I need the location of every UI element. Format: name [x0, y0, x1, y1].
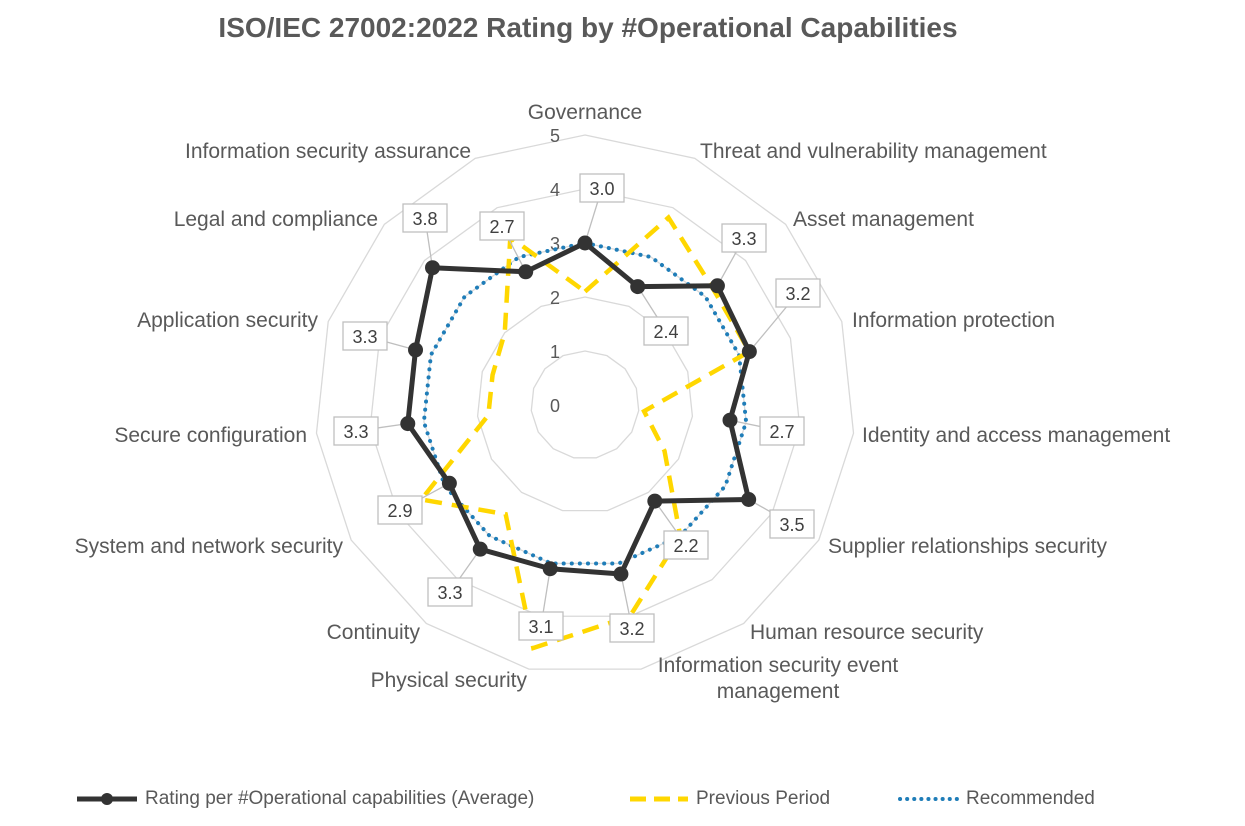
- legend-swatch-dotted-icon: [898, 797, 960, 801]
- data-point-marker: [472, 541, 488, 557]
- data-point-marker: [741, 492, 757, 507]
- series-previous-line: [417, 214, 753, 651]
- grid-ring: [476, 296, 694, 512]
- data-label-box: [663, 530, 709, 560]
- radial-tick-label: 0: [550, 396, 560, 416]
- data-point-marker: [613, 566, 629, 582]
- data-label-box: [479, 211, 525, 241]
- data-label: 3.3: [352, 327, 377, 347]
- category-label: Human resource security: [750, 621, 984, 644]
- data-point-marker: [741, 344, 757, 360]
- legend-label: Rating per #Operational capabilities (Av…: [145, 788, 535, 809]
- data-label: 2.4: [653, 322, 678, 342]
- data-label-box: [333, 416, 379, 446]
- data-point-marker: [709, 278, 725, 294]
- grid-ring: [315, 134, 855, 670]
- chart-title: ISO/IEC 27002:2022 Rating by #Operationa…: [218, 12, 958, 43]
- data-point-marker: [542, 561, 558, 577]
- data-label-box: [342, 321, 388, 351]
- data-point-marker: [577, 235, 593, 251]
- category-label: Threat and vulnerability management: [700, 140, 1047, 163]
- series-recommended-line: [421, 240, 749, 566]
- category-label: Information security event management: [658, 654, 899, 703]
- data-label: 3.0: [589, 179, 614, 199]
- legend-item-previous: Previous Period: [628, 788, 830, 810]
- category-label: Application security: [137, 309, 318, 332]
- data-label: 2.9: [387, 501, 412, 521]
- radial-tick-label: 3: [550, 234, 560, 254]
- data-label-box: [775, 278, 821, 308]
- category-label: Legal and compliance: [174, 208, 378, 231]
- category-label: System and network security: [75, 535, 344, 558]
- data-point-marker: [408, 342, 424, 358]
- data-label-box: [643, 316, 689, 346]
- data-label: 2.7: [489, 217, 514, 237]
- category-label: Information protection: [852, 309, 1055, 332]
- legend-swatch-solid-marker-icon: [77, 793, 137, 805]
- category-label: Identity and access management: [862, 424, 1170, 447]
- data-point-marker: [647, 493, 663, 509]
- data-point-marker: [722, 412, 738, 428]
- series-rating-line: [405, 240, 752, 577]
- data-label-box: [609, 613, 655, 643]
- category-label: Continuity: [327, 621, 421, 644]
- data-point-marker: [518, 264, 534, 280]
- category-label: Information security assurance: [185, 140, 471, 163]
- data-label-box: [721, 223, 767, 253]
- category-label: Governance: [528, 101, 642, 124]
- legend-swatch-dashed-icon: [630, 796, 688, 802]
- data-label-box: [377, 495, 423, 525]
- data-label: 3.1: [528, 617, 553, 637]
- data-label-box: [518, 611, 564, 641]
- category-label: Secure configuration: [114, 424, 307, 447]
- legend-item-recommended: Recommended: [898, 788, 1095, 810]
- data-label: 3.3: [343, 422, 368, 442]
- data-point-marker: [400, 416, 416, 432]
- legend: Rating per #Operational capabilities (Av…: [0, 788, 1245, 812]
- grid-ring: [530, 350, 640, 459]
- data-label-box: [769, 509, 815, 539]
- legend-label: Previous Period: [696, 788, 831, 809]
- data-label: 3.3: [731, 229, 756, 249]
- data-label-box: [402, 203, 448, 233]
- category-label: Physical security: [371, 669, 528, 692]
- category-label: Supplier relationships security: [828, 535, 1107, 558]
- radial-tick-label: 2: [550, 288, 560, 308]
- grid-ring: [369, 188, 801, 617]
- category-label: Asset management: [793, 208, 974, 231]
- data-label-box: [759, 416, 805, 446]
- radial-tick-label: 5: [550, 126, 560, 146]
- data-label: 3.2: [619, 619, 644, 639]
- legend-label: Recommended: [966, 788, 1095, 809]
- data-label-box: [427, 577, 473, 607]
- data-label: 3.3: [437, 583, 462, 603]
- data-label-box: [579, 173, 625, 203]
- data-label: 3.5: [779, 515, 804, 535]
- data-label: 3.2: [785, 284, 810, 304]
- data-point-marker: [425, 260, 441, 276]
- legend-item-rating: Rating per #Operational capabilities (Av…: [75, 788, 534, 810]
- radial-tick-label: 4: [550, 180, 560, 200]
- data-label: 2.7: [769, 422, 794, 442]
- data-point-marker: [441, 475, 457, 491]
- data-point-marker: [630, 279, 646, 295]
- radial-tick-label: 1: [550, 342, 560, 362]
- data-label: 2.2: [673, 536, 698, 556]
- data-label: 3.8: [412, 209, 437, 229]
